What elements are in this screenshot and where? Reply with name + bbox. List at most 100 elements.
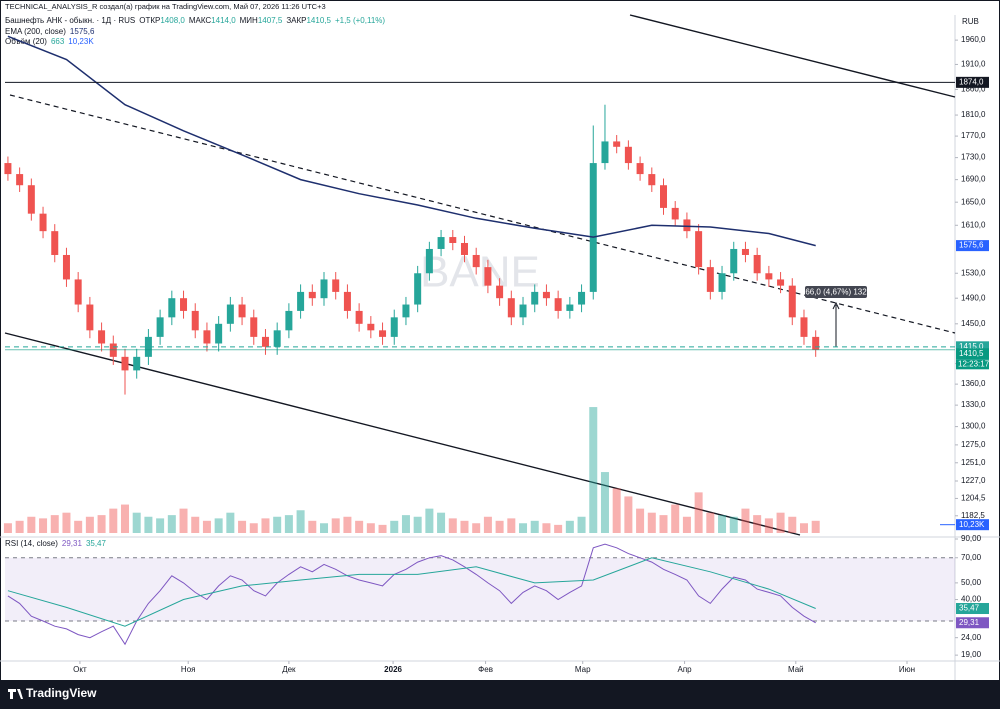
candle-body xyxy=(660,185,668,208)
price-label: 1874,0 xyxy=(959,77,984,86)
volume-bar xyxy=(167,515,176,533)
ohlc-key: МИН xyxy=(240,16,258,25)
volume-bar xyxy=(577,516,586,533)
candle-body xyxy=(531,291,539,305)
currency: RUB xyxy=(962,17,979,26)
volume-bar xyxy=(3,523,12,533)
y-tick-label: 1810,0 xyxy=(961,110,986,119)
rsi-band xyxy=(5,557,955,622)
candle-body xyxy=(16,174,24,186)
volume-bar xyxy=(799,523,808,533)
candle-body xyxy=(777,279,785,286)
ema-value: 1575,6 xyxy=(70,27,95,36)
volume-bar xyxy=(788,516,797,533)
volume-ma-label-box xyxy=(956,519,989,531)
volume-bar xyxy=(729,516,738,533)
rsi-tick-label: 40,00 xyxy=(961,595,982,604)
ema-name: EMA (200, close) xyxy=(5,27,66,36)
volume-name: Объём (20) xyxy=(5,37,47,46)
volume-bar xyxy=(425,508,434,533)
volume-bar xyxy=(144,516,153,533)
volume-bar xyxy=(448,518,457,533)
volume-bar xyxy=(179,508,188,533)
y-tick-label: 1360,0 xyxy=(961,379,986,388)
footer-logo xyxy=(8,689,23,699)
volume-bar xyxy=(50,515,59,533)
y-tick-label: 1227,0 xyxy=(961,476,986,485)
candle-body xyxy=(613,141,621,147)
candle-body xyxy=(343,291,351,311)
x-tick-label: Фев xyxy=(478,665,493,674)
y-tick-label: 1275,0 xyxy=(961,440,986,449)
y-tick-label: 1251,0 xyxy=(961,458,986,467)
volume-bar xyxy=(706,512,715,533)
volume-bar xyxy=(120,504,129,533)
volume-bar xyxy=(378,524,387,533)
volume-bar xyxy=(27,516,36,533)
x-tick-label: Ноя xyxy=(181,665,196,674)
volume-bar xyxy=(542,523,551,533)
volume-bar xyxy=(355,520,364,533)
x-tick-label: Апр xyxy=(678,665,693,674)
volume-bar xyxy=(238,520,247,533)
candle-body xyxy=(788,285,796,318)
watermark: BANE xyxy=(420,248,540,297)
ohlc-key: ЗАКР xyxy=(286,16,306,25)
price-label-box xyxy=(956,76,989,88)
y-tick-label: 1182,5 xyxy=(961,511,985,520)
candle-body xyxy=(472,254,480,268)
candle-body xyxy=(566,304,574,311)
volume-bar xyxy=(109,508,118,533)
volume-bar xyxy=(413,516,422,533)
volume-bar xyxy=(659,515,668,533)
volume-bar xyxy=(589,407,598,533)
volume-bar xyxy=(682,516,691,533)
candle-body xyxy=(589,163,597,292)
volume-bar xyxy=(214,518,223,533)
candle-body xyxy=(308,291,316,299)
volume-bar xyxy=(472,523,481,533)
rsi-tick-label: 19,00 xyxy=(961,650,982,659)
volume-bar xyxy=(811,520,820,533)
volume-bar xyxy=(636,508,645,533)
rsi-ma-label-box xyxy=(956,603,989,615)
price-label-box xyxy=(956,348,989,360)
y-tick-label: 1730,0 xyxy=(961,153,986,162)
volume-bar xyxy=(495,520,504,533)
candle-body xyxy=(203,330,211,344)
price-label-sub: 12:23:17 xyxy=(958,359,990,368)
volume-bar xyxy=(718,515,727,533)
volume-bar xyxy=(331,518,340,533)
candle-body xyxy=(624,146,632,164)
candle-body xyxy=(180,298,188,311)
candle-body xyxy=(4,163,12,175)
candle-body xyxy=(496,285,504,299)
candle-body xyxy=(273,330,281,347)
candle-body xyxy=(133,356,141,371)
candle-body xyxy=(250,317,258,337)
x-tick-label: Дек xyxy=(282,665,296,674)
candle-body xyxy=(62,254,70,280)
volume-bar xyxy=(15,520,24,533)
candle-body xyxy=(379,330,387,337)
y-tick-label: 1450,0 xyxy=(961,319,986,328)
volume-bar xyxy=(647,512,656,533)
y-tick-label: 1770,0 xyxy=(961,131,986,140)
volume-bar xyxy=(530,520,539,533)
y-tick-label: 1960,0 xyxy=(961,35,986,44)
volume-bar xyxy=(624,496,633,533)
rsi-value: 29,31 xyxy=(62,539,83,548)
volume-bar xyxy=(132,512,141,533)
candle-body xyxy=(238,304,246,318)
price-label-box xyxy=(956,240,989,252)
volume-last: 663 xyxy=(51,37,65,46)
volume-bar xyxy=(600,472,609,533)
candle-body xyxy=(812,336,820,350)
rsi-label: 29,31 xyxy=(959,618,980,627)
ema-legend: EMA (200, close) 1575,6 xyxy=(5,27,95,36)
ema-line xyxy=(7,35,816,247)
volume-bar xyxy=(483,516,492,533)
volume-bar xyxy=(519,523,528,533)
ohlc-key: ОТКР xyxy=(139,16,160,25)
